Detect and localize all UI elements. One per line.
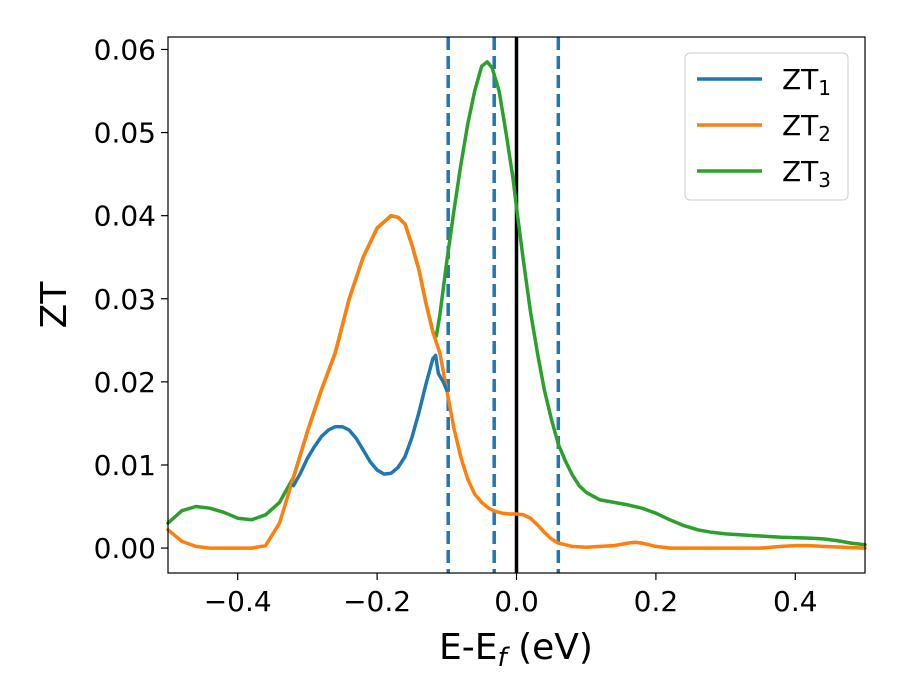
- y-tick-label: 0.02: [94, 366, 156, 399]
- y-axis-label: ZT: [34, 281, 75, 329]
- x-tick-label: −0.4: [204, 585, 272, 618]
- x-tick-label: −0.2: [343, 585, 411, 618]
- x-tick-label: 0.0: [494, 585, 539, 618]
- series-line-zt2: [166, 213, 867, 550]
- x-axis: −0.4 −0.2 0.0 0.2 0.4: [204, 573, 818, 618]
- legend-label-zt2: ZT2: [782, 109, 831, 146]
- x-tick-label: 0.4: [773, 585, 818, 618]
- y-tick-label: 0.00: [94, 532, 156, 565]
- series-lines: [166, 60, 867, 550]
- y-tick-label: 0.04: [94, 200, 156, 233]
- y-axis: 0.00 0.01 0.02 0.03 0.04 0.05 0.06: [94, 33, 168, 565]
- y-tick-label: 0.06: [94, 33, 156, 66]
- y-tick-label: 0.01: [94, 449, 156, 482]
- reference-lines: [446, 37, 561, 573]
- y-tick-label: 0.05: [94, 117, 156, 150]
- legend-label-zt1: ZT1: [782, 63, 831, 100]
- x-axis-label: E-Ef (eV): [439, 627, 593, 673]
- legend: ZT1 ZT2 ZT3: [684, 52, 849, 201]
- legend-frame: [684, 52, 849, 201]
- legend-label-zt3: ZT3: [782, 155, 831, 192]
- x-tick-label: 0.2: [634, 585, 679, 618]
- series-line-zt1: [291, 353, 449, 488]
- y-tick-label: 0.03: [94, 283, 156, 316]
